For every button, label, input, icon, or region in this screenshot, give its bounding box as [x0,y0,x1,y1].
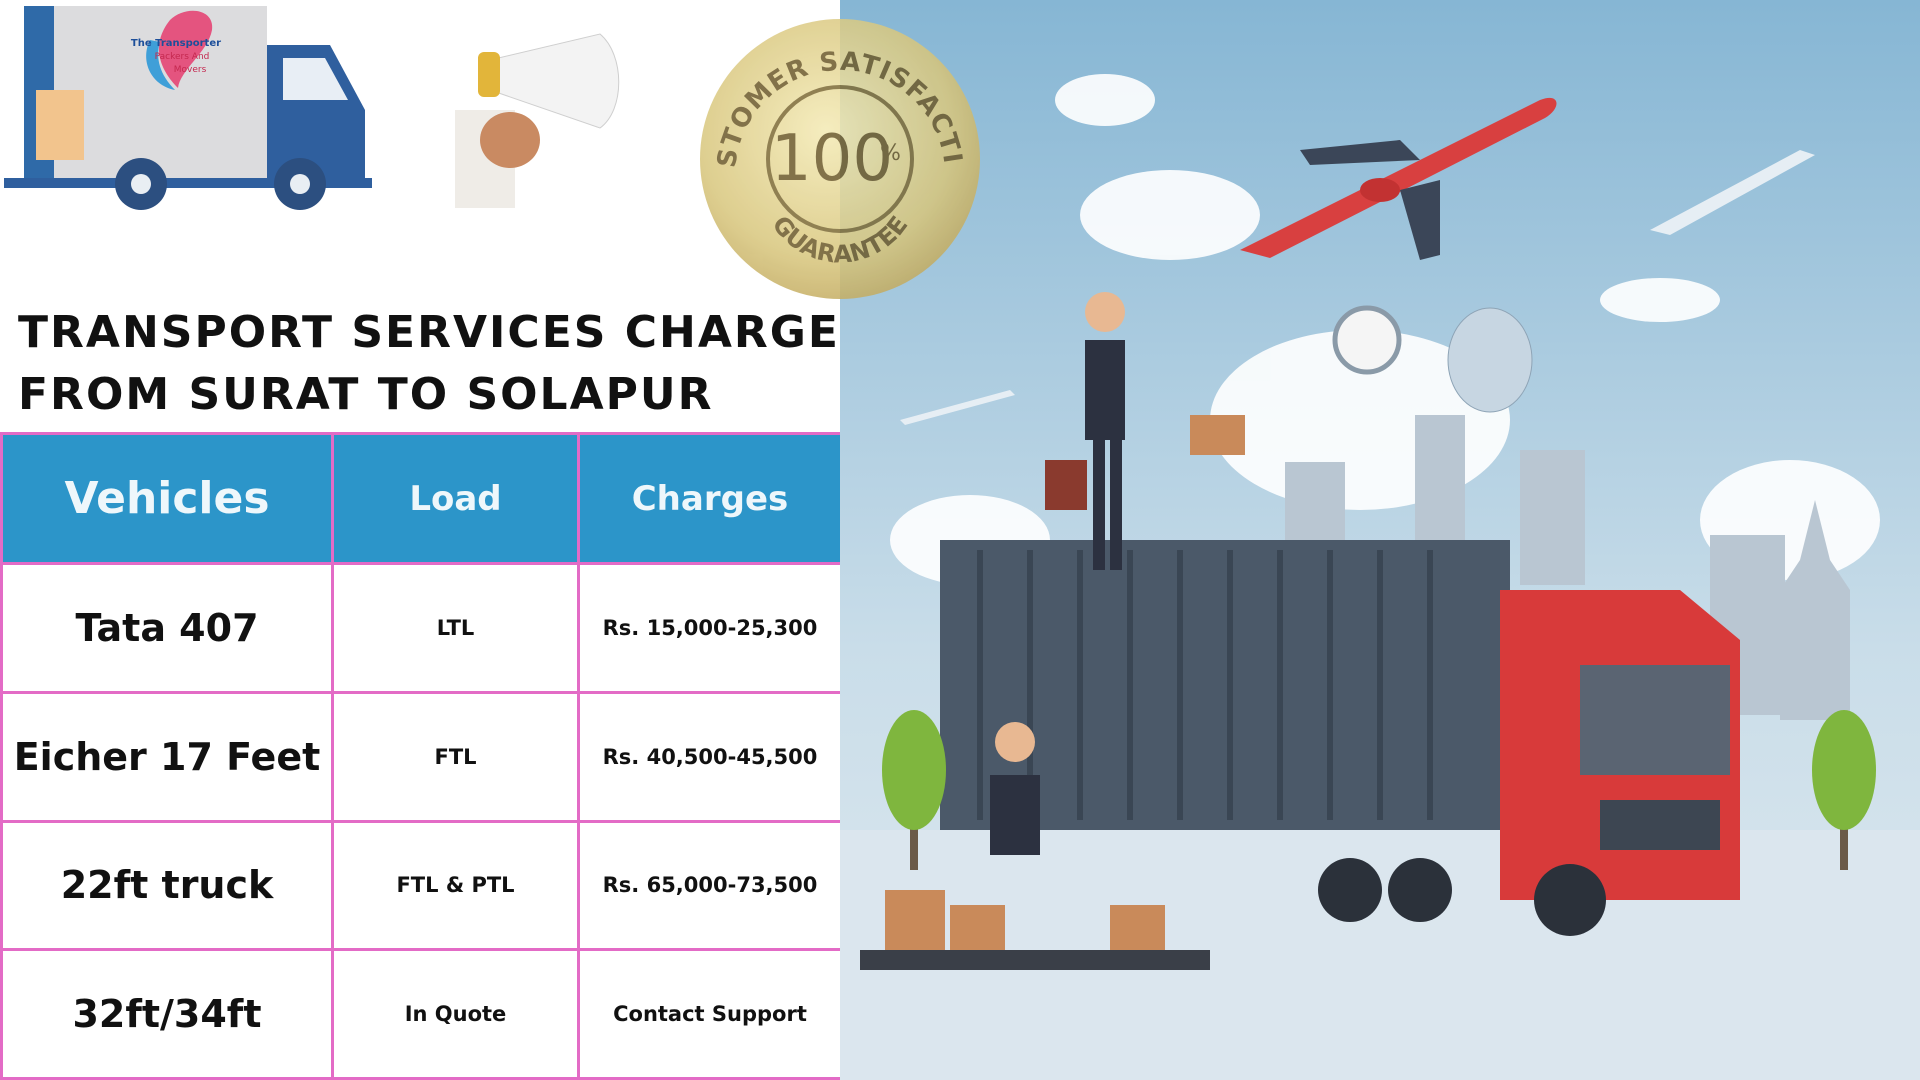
table-cell: Rs. 65,000-73,500 [577,819,843,952]
balloon [1447,307,1533,413]
table-cell: FTL [331,690,580,823]
header-cell: Charges [577,432,843,565]
businessman-seated [860,722,1210,970]
table-cell: In Quote [331,948,580,1080]
table-cell: Contact Support [577,948,843,1080]
plane [1240,97,1557,260]
header-row: Vehicles Load Charges [0,432,843,565]
small-plane [900,390,1015,425]
header-cell: Vehicles [0,432,334,565]
logo-swoosh [146,40,175,90]
title: TRANSPORT SERVICES CHARGES FROM SURAT TO… [18,302,874,426]
truck [1318,590,1740,936]
clock [1332,305,1402,375]
hand [480,112,540,168]
title-line: FROM SURAT TO SOLAPUR [18,369,714,420]
table-cell: LTL [331,562,580,694]
buildings [1285,415,1850,720]
truck-parcel [36,90,84,160]
table-cell: FTL & PTL [331,819,580,952]
illustration [840,0,1920,1080]
table-row: Eicher 17 Feet FTL Rs. 40,500-45,500 [0,690,843,823]
megaphone-cone [489,33,620,129]
table-cell: 32ft/34ft [0,948,334,1080]
table-cell: Rs. 40,500-45,500 [577,690,843,823]
table-cell: Tata 407 [0,562,334,694]
header-cell: Load [331,432,580,565]
businessman-standing [1045,292,1245,570]
table-cell: Rs. 15,000-25,300 [577,562,843,694]
table-row: 22ft truck FTL & PTL Rs. 65,000-73,500 [0,819,843,952]
table-row: Tata 407 LTL Rs. 15,000-25,300 [0,562,843,694]
logo-text: Movers [174,65,207,75]
table-cell: 22ft truck [0,819,334,952]
top-illustrations: The Transporter Packers And Movers [4,6,620,210]
small-plane [1650,150,1815,235]
truck-base [4,178,372,188]
table-cell: Eicher 17 Feet [0,690,334,823]
title-line: TRANSPORT SERVICES CHARGES [18,307,874,358]
truck-window [283,58,348,100]
megaphone-handle [478,52,500,97]
table-row: 32ft/34ft In Quote Contact Support [0,948,843,1080]
logo-text: Packers And [155,52,210,62]
trees [882,710,1876,870]
truck-hub [290,174,310,194]
left-panel: The Transporter Packers And Movers TRANS… [0,0,872,1080]
charges-table: Vehicles Load Charges Tata 407 LTL Rs. 15,00… [0,432,843,1080]
logo-heart [158,10,213,88]
logo-text: The Transporter [131,38,221,49]
truck-hub [131,174,151,194]
